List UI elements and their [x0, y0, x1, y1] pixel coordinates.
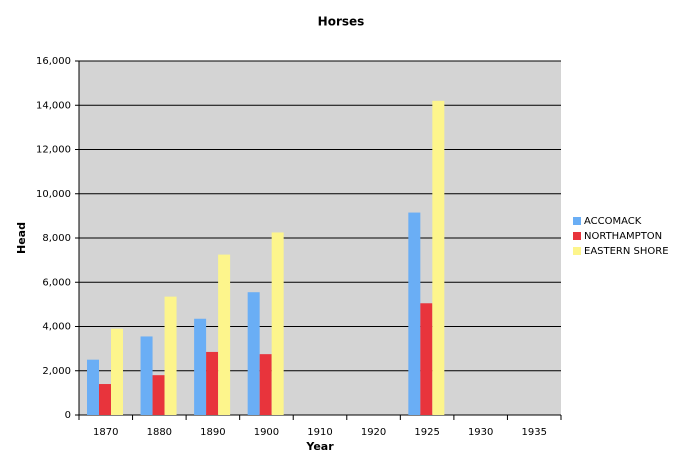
y-tick-label: 6,000 [42, 277, 71, 288]
y-tick-label: 0 [65, 410, 71, 421]
bar [99, 384, 111, 415]
bar [408, 212, 421, 415]
x-tick-label: 1930 [468, 427, 493, 438]
x-axis-title: Year [305, 440, 334, 453]
x-tick-label: 1890 [200, 427, 225, 438]
bar [87, 359, 99, 415]
y-tick-label: 2,000 [42, 366, 71, 377]
x-tick-label: 1925 [414, 427, 439, 438]
x-tick-label: 1920 [361, 427, 386, 438]
x-tick-label: 1900 [254, 427, 279, 438]
legend-swatch [573, 232, 581, 240]
y-axis-title: Head [15, 222, 28, 254]
bar [259, 354, 272, 415]
legend-swatch [573, 217, 581, 225]
y-tick-label: 8,000 [42, 233, 71, 244]
legend-label: ACCOMACK [584, 216, 642, 227]
bar [218, 254, 231, 415]
chart-title: Horses [318, 15, 365, 29]
x-tick-label: 1880 [147, 427, 172, 438]
legend-label: NORTHAMPTON [584, 231, 662, 242]
bar [247, 292, 260, 415]
y-tick-label: 16,000 [36, 56, 71, 67]
y-tick-label: 14,000 [36, 100, 71, 111]
x-tick-label: 1935 [521, 427, 546, 438]
y-tick-label: 12,000 [36, 145, 71, 156]
bar [111, 328, 123, 415]
y-tick-label: 10,000 [36, 189, 71, 200]
bar [206, 351, 219, 415]
y-tick-label: 4,000 [42, 322, 71, 333]
legend-label: EASTERN SHORE [584, 246, 669, 257]
bar [432, 100, 445, 415]
bar [152, 375, 165, 415]
legend-swatch [573, 247, 581, 255]
x-tick-label: 1910 [307, 427, 332, 438]
bar [420, 303, 433, 415]
x-tick-label: 1870 [93, 427, 118, 438]
bar [164, 296, 177, 415]
bar [140, 336, 153, 415]
bar [194, 318, 207, 415]
bar [271, 232, 284, 415]
